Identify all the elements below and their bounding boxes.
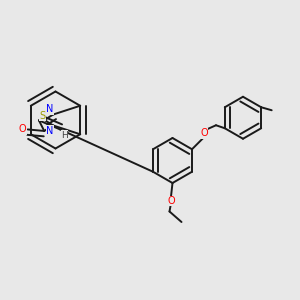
Text: H: H xyxy=(61,131,68,140)
Text: O: O xyxy=(167,196,175,206)
Text: O: O xyxy=(19,124,26,134)
Text: O: O xyxy=(200,128,208,138)
Text: N: N xyxy=(46,126,54,136)
Text: S: S xyxy=(40,111,46,121)
Text: N: N xyxy=(46,104,54,114)
